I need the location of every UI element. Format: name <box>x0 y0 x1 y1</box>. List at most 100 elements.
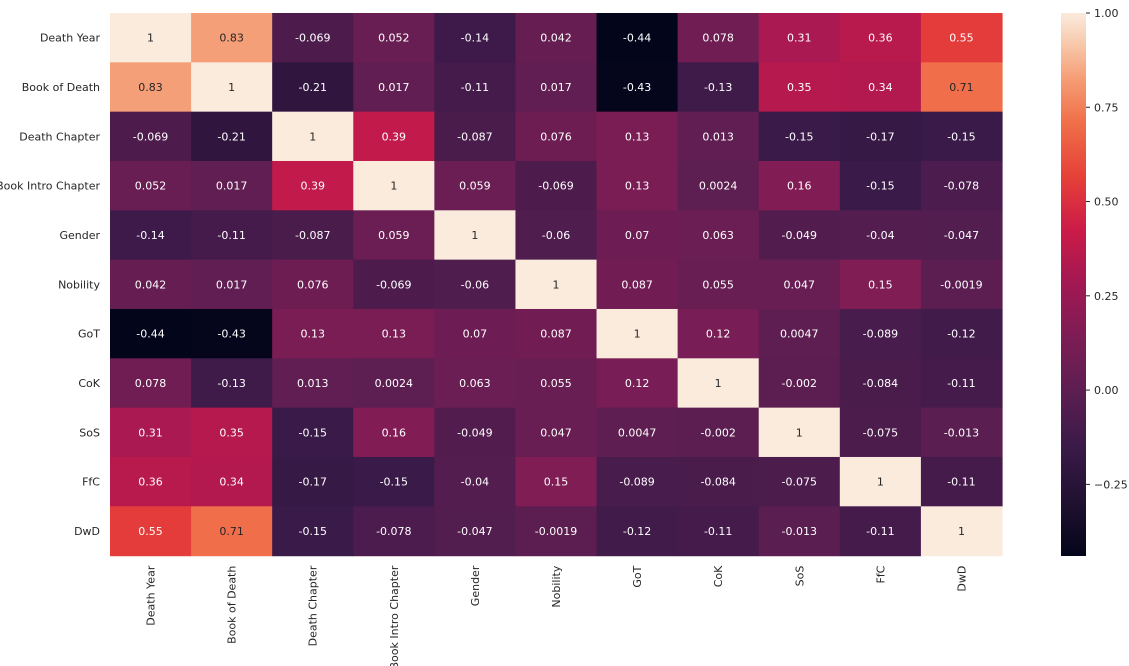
heatmap-cell <box>677 13 760 63</box>
cell-value-label: 1 <box>552 278 559 291</box>
cell-value-label: 1 <box>877 476 884 489</box>
heatmap-cell <box>191 308 273 359</box>
heatmap-cell <box>839 210 922 261</box>
heatmap-cell <box>596 160 679 211</box>
cell-value-label: 0.16 <box>787 180 812 193</box>
cell-value-label: 1 <box>147 32 154 45</box>
heatmap-cell <box>434 210 517 261</box>
heatmap-cell <box>758 456 841 507</box>
cell-value-label: -0.43 <box>623 81 651 94</box>
cell-value-label: 0.087 <box>621 278 653 291</box>
heatmap-cells: 1 0.83 -0.069 0.052 -0.14 0.042 -0.44 0.078 0.31… <box>110 13 1003 557</box>
heatmap-cell <box>191 456 273 507</box>
heatmap-cell <box>272 160 354 211</box>
row-label: DwD <box>74 525 100 538</box>
heatmap-cell <box>677 358 760 409</box>
colorbar-tick-label: 0.75 <box>1094 101 1119 114</box>
heatmap-cell <box>191 210 273 261</box>
cell-value-label: 0.31 <box>787 32 812 45</box>
colorbar-tick-label: 0.00 <box>1094 384 1119 397</box>
row-label: CoK <box>78 377 100 390</box>
column-label: FfC <box>874 565 887 583</box>
cell-value-label: 0.078 <box>135 377 167 390</box>
heatmap-cell <box>920 506 1003 557</box>
heatmap-cell <box>677 506 760 557</box>
heatmap-cell <box>272 358 354 409</box>
heatmap-cell <box>596 111 679 162</box>
cell-value-label: 0.0024 <box>375 377 414 390</box>
heatmap-cell <box>839 111 922 162</box>
heatmap-cell <box>191 259 273 310</box>
heatmap-cell <box>515 111 598 162</box>
heatmap-cell <box>191 62 273 113</box>
cell-value-label: 0.07 <box>463 328 488 341</box>
cell-value-label: -0.11 <box>866 525 894 538</box>
heatmap-cell <box>839 160 922 211</box>
cell-value-label: -0.002 <box>782 377 817 390</box>
cell-value-label: 0.13 <box>625 180 650 193</box>
heatmap-cell <box>191 111 273 162</box>
cell-value-label: -0.075 <box>863 426 898 439</box>
heatmap-cell <box>839 506 922 557</box>
heatmap-cell <box>920 210 1003 261</box>
cell-value-label: 0.063 <box>459 377 491 390</box>
heatmap-cell <box>677 259 760 310</box>
cell-value-label: -0.13 <box>704 81 732 94</box>
cell-value-label: 1 <box>309 130 316 143</box>
cell-value-label: -0.084 <box>700 476 735 489</box>
cell-value-label: -0.13 <box>217 377 245 390</box>
column-label: GoT <box>631 565 644 587</box>
cell-value-label: -0.11 <box>947 377 975 390</box>
heatmap-cell <box>434 407 517 458</box>
heatmap-cell <box>191 506 273 557</box>
heatmap-cell <box>110 160 192 211</box>
heatmap-cell <box>596 506 679 557</box>
cell-value-label: -0.15 <box>298 426 326 439</box>
heatmap-cell <box>515 259 598 310</box>
heatmap-cell <box>110 506 192 557</box>
heatmap-cell <box>434 506 517 557</box>
cell-value-label: 1 <box>796 426 803 439</box>
heatmap-cell <box>110 358 192 409</box>
cell-value-label: 0.12 <box>706 328 731 341</box>
row-label: Nobility <box>58 278 100 291</box>
cell-value-label: -0.21 <box>217 130 245 143</box>
row-label: Book of Death <box>22 81 100 94</box>
cell-value-label: 0.36 <box>138 476 163 489</box>
heatmap-cell <box>515 13 598 63</box>
cell-value-label: -0.11 <box>947 476 975 489</box>
heatmap-cell <box>353 259 435 310</box>
column-label: Nobility <box>550 565 563 607</box>
cell-value-label: 0.83 <box>138 81 163 94</box>
cell-value-label: -0.44 <box>623 32 651 45</box>
heatmap-cell <box>677 160 760 211</box>
heatmap-cell <box>110 259 192 310</box>
heatmap-cell <box>434 111 517 162</box>
row-labels: Death Year Book of Death Death Chapter Book… <box>0 32 101 538</box>
cell-value-label: 0.35 <box>787 81 812 94</box>
cell-value-label: 0.36 <box>868 32 893 45</box>
heatmap-cell <box>515 308 598 359</box>
cell-value-label: 0.13 <box>625 130 650 143</box>
heatmap-cell <box>110 111 192 162</box>
heatmap-cell <box>758 407 841 458</box>
row-label: GoT <box>78 328 100 341</box>
heatmap-cell <box>596 13 679 63</box>
cell-value-label: 1 <box>958 525 965 538</box>
cell-value-label: 0.55 <box>949 32 974 45</box>
column-labels: Death Year Book of Death Death Chapter Book… <box>145 565 969 666</box>
heatmap-cell <box>839 407 922 458</box>
cell-value-label: 0.087 <box>540 328 572 341</box>
heatmap-cell <box>110 407 192 458</box>
heatmap-cell <box>272 506 354 557</box>
cell-value-label: -0.069 <box>133 130 168 143</box>
cell-value-label: 0.34 <box>219 476 244 489</box>
cell-value-label: -0.06 <box>461 278 489 291</box>
cell-value-label: 0.047 <box>540 426 572 439</box>
cell-value-label: 0.71 <box>949 81 974 94</box>
cell-value-label: -0.084 <box>863 377 898 390</box>
cell-value-label: -0.047 <box>457 525 492 538</box>
heatmap-cell <box>596 308 679 359</box>
cell-value-label: 1 <box>390 180 397 193</box>
cell-value-label: 0.076 <box>540 130 572 143</box>
